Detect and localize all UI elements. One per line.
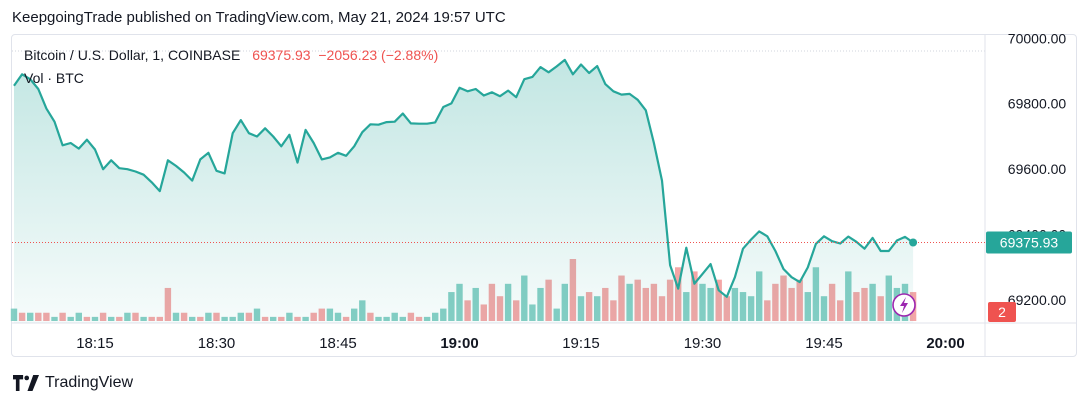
x-tick-label-3: 19:00 [440,335,478,352]
volume-legend: Vol · BTC [24,70,84,86]
y-tick-label-4: 69200.00 [1008,292,1067,308]
x-tick-label-7: 20:00 [926,335,964,352]
x-tick-label-5: 19:30 [684,335,722,352]
x-tick-label-2: 18:45 [319,335,357,352]
chart-frame [11,34,1077,357]
last-price-badge-text: 69375.93 [1000,235,1059,251]
alert-count-text: 2 [998,304,1006,320]
x-tick-label-4: 19:15 [562,335,600,352]
alert-count-badge[interactable] [988,302,1016,322]
last-price-dot [909,238,918,247]
alert-lightning-icon[interactable] [892,293,916,317]
price-line [13,58,914,298]
last-price-badge [986,231,1072,254]
tradingview-brand: TradingView [45,374,134,391]
y-tick-label-0: 70000.00 [1008,30,1067,46]
symbol-label: Bitcoin / U.S. Dollar, 1, COINBASE [24,47,241,63]
x-tick-label-6: 19:45 [805,335,843,352]
publish-info: KeepgoingTrade published on TradingView.… [12,9,506,26]
x-tick-label-1: 18:30 [198,335,236,352]
chart-legend: Bitcoin / U.S. Dollar, 1, COINBASE 69375… [24,47,438,63]
price-change-label: 69375.93 −2056.23 (−2.88%) [252,47,438,63]
legend-change: −2056.23 (−2.88%) [318,47,439,63]
tradingview-logo-icon [13,375,39,391]
tradingview-footer: TradingView [13,374,133,392]
legend-price: 69375.93 [252,47,311,63]
price-area-fill [14,59,914,324]
y-tick-label-1: 69800.00 [1008,96,1067,112]
y-tick-label-2: 69600.00 [1008,161,1067,177]
x-tick-label-0: 18:15 [76,335,114,352]
